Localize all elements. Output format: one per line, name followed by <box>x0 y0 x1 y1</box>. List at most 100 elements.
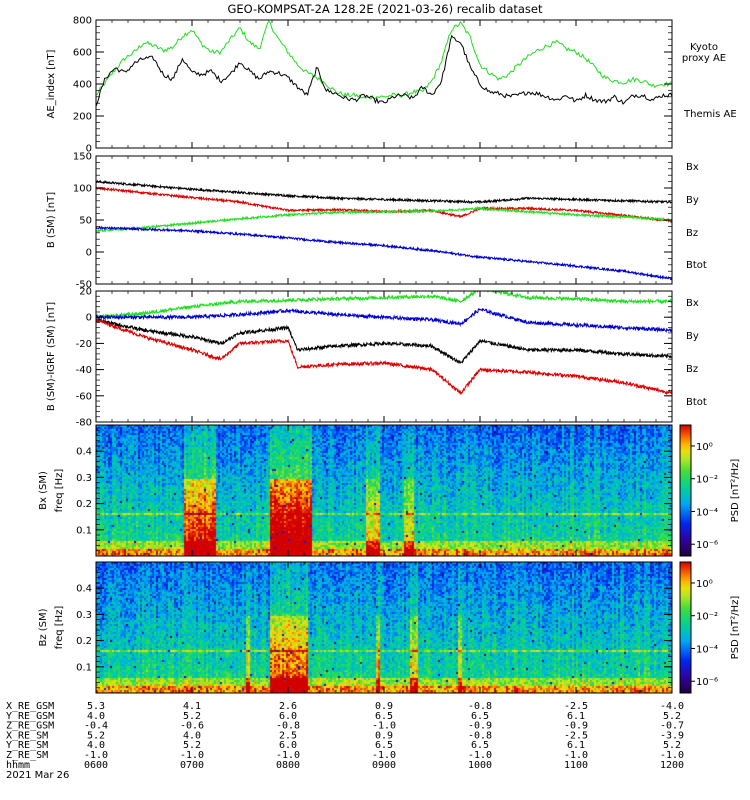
ephemeris-value: -2.5 <box>564 701 588 712</box>
y-axis-title: Bx (SM) <box>38 471 49 510</box>
figure-title: GEO-KOMPSAT-2A 128.2E (2021-03-26) recal… <box>227 2 543 16</box>
ephemeris-table: X_RE_GSM 5.3 4.1 2.6 0.9 -0.8 -2.5 -4.0 Y_RE_GSM… <box>6 701 684 771</box>
y-tick-label: -80 <box>76 418 92 429</box>
series-kyoto-proxy-ae <box>96 20 672 100</box>
ephemeris-value: -0.6 <box>180 721 204 732</box>
y-tick-label: -60 <box>76 391 92 402</box>
legend-kyoto-proxy-ae: Kyoto proxy AE <box>682 42 726 64</box>
colorbar-tick-label: 10⁻² <box>696 612 718 623</box>
y-axis-label: B (SM)-IGRF (SM) [nT] <box>46 302 57 411</box>
ephemeris-value: 2.6 <box>279 701 297 712</box>
y-axis-label: B (SM) [nT] <box>46 192 57 248</box>
ephemeris-value: 4.0 <box>87 740 105 751</box>
legend-by: By <box>686 195 699 206</box>
ephemeris-value: -0.8 <box>468 730 492 741</box>
ephemeris-value: 5.2 <box>87 730 105 741</box>
legend-bz: Bz <box>686 228 698 239</box>
colorbar-tick-label: 10⁻⁴ <box>696 644 718 655</box>
ephemeris-value: 5.2 <box>183 740 201 751</box>
ephemeris-value: 5.2 <box>183 711 201 722</box>
y-tick-label: 0.2 <box>76 499 92 510</box>
series-btot <box>96 179 672 205</box>
ephemeris-value: 6.1 <box>567 711 585 722</box>
legend-bz: Bz <box>686 364 698 375</box>
legend-btot: Btot <box>686 260 707 271</box>
plot-frame <box>95 290 673 423</box>
y-tick-label: 0 <box>86 248 92 259</box>
ephemeris-value: 6.0 <box>279 740 297 751</box>
panel-bsm: -50 0 50 100 150 B (SM) [nT] Bx By Bz Btot <box>46 152 707 291</box>
ephemeris-value: -4.0 <box>660 701 684 712</box>
y-tick-label: 400 <box>73 80 92 91</box>
y-tick-label: 150 <box>73 152 92 163</box>
ephemeris-label: X_RE_SM <box>6 730 48 741</box>
series-by <box>96 205 672 234</box>
ephemeris-value: -1.0 <box>468 750 492 761</box>
colorbar-tick-label: 10⁻² <box>696 475 718 486</box>
ephemeris-value: -3.9 <box>660 730 684 741</box>
y-tick-label: 0 <box>86 144 92 155</box>
y-tick-label: -40 <box>76 365 92 376</box>
y-tick-label: 50 <box>79 216 92 227</box>
ephemeris-value: -1.0 <box>180 750 204 761</box>
series-themis-ae <box>96 34 672 107</box>
y-tick-label: 200 <box>73 112 92 123</box>
ephemeris-value: 0600 <box>84 760 108 771</box>
y-tick-label: 0.4 <box>76 447 92 458</box>
series-bx <box>96 307 672 333</box>
series-bz <box>96 318 672 396</box>
ephemeris-value: 0700 <box>180 760 204 771</box>
legend-bx: Bx <box>686 162 699 173</box>
ephemeris-value: -0.4 <box>84 721 108 732</box>
ephemeris-value: 0800 <box>276 760 300 771</box>
y-axis-label: freq [Hz] <box>54 469 65 513</box>
colorbar-tick-label: 10⁰ <box>696 442 713 453</box>
colorbar <box>679 561 692 694</box>
ephemeris-value: 5.2 <box>663 740 681 751</box>
ephemeris-value: -2.5 <box>564 730 588 741</box>
ephemeris-value: 6.5 <box>375 740 393 751</box>
colorbar-label: PSD [nT²/Hz] <box>730 459 741 523</box>
ephemeris-value: 0.9 <box>375 730 393 741</box>
y-axis-label: freq [Hz] <box>54 606 65 650</box>
ephemeris-label: Y_RE_SM <box>6 740 48 751</box>
y-tick-label: 0.3 <box>76 473 92 484</box>
colorbar-label: PSD [nT²/Hz] <box>730 596 741 660</box>
ephemeris-value: 4.1 <box>183 701 201 712</box>
ephemeris-value: -0.8 <box>276 721 300 732</box>
colorbar-tick-label: 10⁻⁶ <box>696 677 718 688</box>
colorbar-tick-label: 10⁻⁴ <box>696 507 718 518</box>
ephemeris-value: -1.0 <box>84 750 108 761</box>
y-tick-label: 100 <box>73 184 92 195</box>
ephemeris-label: hhmm <box>6 760 30 771</box>
y-tick-label: 0.2 <box>76 636 92 647</box>
y-tick-label: 0.4 <box>76 584 92 595</box>
plot-frame <box>95 19 673 149</box>
ephemeris-value: 6.5 <box>471 740 489 751</box>
ephemeris-value: 6.5 <box>375 711 393 722</box>
ephemeris-value: -1.0 <box>564 750 588 761</box>
y-tick-label: 20 <box>79 287 92 298</box>
ephemeris-label: Z_RE_SM <box>6 750 48 761</box>
ephemeris-value: -1.0 <box>372 750 396 761</box>
ephemeris-label: X_RE_GSM <box>6 701 54 712</box>
date-label: 2021 Mar 26 <box>6 770 69 781</box>
ephemeris-value: 4.0 <box>183 730 201 741</box>
y-tick-label: -50 <box>76 280 92 291</box>
ephemeris-value: -0.8 <box>468 701 492 712</box>
y-tick-label: 0.1 <box>76 662 92 673</box>
ephemeris-value: -0.7 <box>660 721 684 732</box>
ephemeris-value: 6.5 <box>471 711 489 722</box>
panel-bz-spec: 0.1 0.2 0.3 0.4 Bz (SM) freq [Hz] 10⁰ 10⁻² 10⁻⁴ 1… <box>38 561 741 694</box>
plot-frame <box>95 155 673 285</box>
panel-ae: 0 200 400 600 800 AE_index [nT] Kyoto proxy AE T… <box>46 16 737 155</box>
legend-by: By <box>686 331 699 342</box>
y-tick-label: 600 <box>73 48 92 59</box>
ephemeris-value: 1200 <box>660 760 684 771</box>
colorbar-tick-label: 10⁰ <box>696 579 713 590</box>
ephemeris-value: 0900 <box>372 760 396 771</box>
ephemeris-value: 6.0 <box>279 711 297 722</box>
y-axis-label: AE_index [nT] <box>46 49 57 118</box>
ephemeris-value: 1100 <box>564 760 588 771</box>
